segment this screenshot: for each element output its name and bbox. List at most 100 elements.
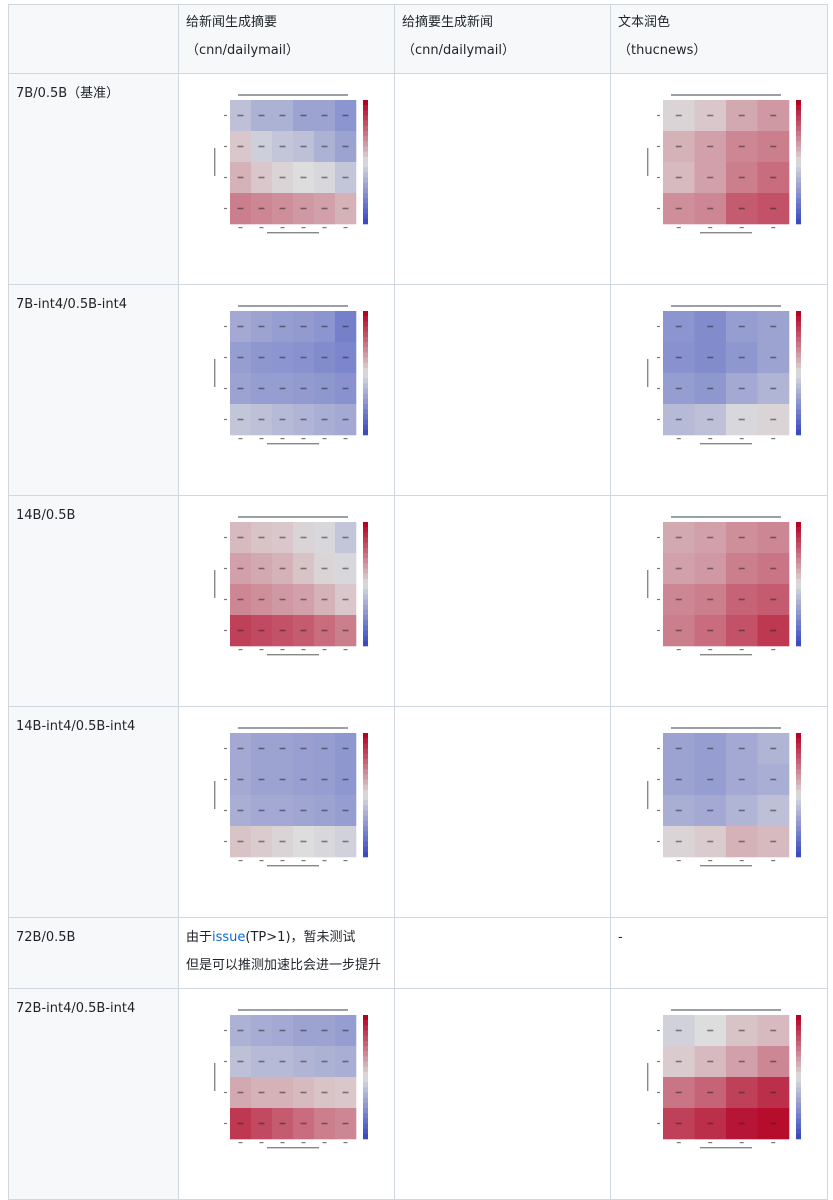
colorbar-segment bbox=[363, 398, 368, 405]
colorbar-segment bbox=[795, 1061, 801, 1067]
colorbar-segment bbox=[363, 378, 368, 384]
heatmap-cell-label bbox=[342, 356, 349, 359]
heatmap-cell-label bbox=[258, 1060, 265, 1063]
colorbar-segment bbox=[363, 1020, 368, 1026]
colorbar-segment bbox=[795, 218, 801, 225]
heatmap-xtick bbox=[343, 649, 348, 651]
heatmap-ytick bbox=[656, 207, 660, 210]
colorbar-segment bbox=[795, 414, 801, 420]
heatmap-cell-label bbox=[258, 1091, 265, 1094]
cell-news-to-summary bbox=[178, 988, 395, 1200]
heatmap-cell-label bbox=[342, 325, 349, 328]
colorbar-segment bbox=[795, 1118, 801, 1124]
heatmap-cell-label bbox=[706, 387, 713, 390]
cell-summary-to-news bbox=[394, 284, 611, 496]
heatmap-image bbox=[646, 305, 801, 445]
colorbar-segment bbox=[795, 584, 801, 590]
colorbar-segment bbox=[795, 779, 801, 785]
colorbar-segment bbox=[795, 1030, 801, 1036]
heatmap-cell-label bbox=[321, 356, 328, 359]
speedup-comparison-table: 给新闻生成摘要 （cnn/dailymail） 给摘要生成新闻 （cnn/dai… bbox=[8, 4, 828, 1200]
colorbar-segment bbox=[363, 1113, 368, 1119]
heatmap-cell-label bbox=[300, 567, 307, 570]
heatmap-cell-label bbox=[769, 1091, 776, 1094]
colorbar-segment bbox=[795, 115, 801, 121]
heatmap-cell-label bbox=[342, 840, 349, 843]
colorbar-segment bbox=[795, 1066, 801, 1073]
heatmap-xtick bbox=[280, 1142, 285, 1144]
colorbar-segment bbox=[363, 604, 368, 611]
heatmap-xlabel bbox=[699, 232, 752, 234]
heatmap-xtick bbox=[676, 227, 681, 229]
heatmap-cell-label bbox=[706, 1091, 713, 1094]
heatmap-cell-label bbox=[258, 809, 265, 812]
header-label: 给摘要生成新闻 bbox=[402, 15, 494, 30]
heatmap-cell-label bbox=[258, 207, 265, 210]
colorbar-segment bbox=[363, 208, 368, 214]
cell-text-polish bbox=[610, 73, 828, 285]
heatmap-cell-label bbox=[300, 840, 307, 843]
colorbar-segment bbox=[363, 764, 368, 770]
colorbar-segment bbox=[795, 151, 801, 158]
comparison-table-wrapper: 给新闻生成摘要 （cnn/dailymail） 给摘要生成新闻 （cnn/dai… bbox=[8, 4, 828, 1200]
heatmap-title-mark bbox=[670, 305, 781, 307]
heatmap-ylabel bbox=[646, 781, 648, 809]
heatmap-cell-label bbox=[738, 1029, 745, 1032]
heatmap-xtick bbox=[301, 227, 306, 229]
cell-text-polish bbox=[610, 495, 828, 707]
heatmap-xtick bbox=[739, 860, 744, 862]
colorbar-segment bbox=[363, 100, 368, 106]
heatmap-cell-label bbox=[321, 778, 328, 781]
heatmap-cell-label bbox=[738, 356, 745, 359]
issue-link[interactable]: issue bbox=[212, 930, 246, 945]
heatmap-cell-label bbox=[237, 145, 244, 148]
heatmap-ytick bbox=[224, 145, 227, 148]
colorbar-segment bbox=[363, 573, 368, 580]
colorbar-segment bbox=[363, 414, 368, 420]
heatmap-cell-label bbox=[769, 840, 776, 843]
heatmap-cell-label bbox=[321, 598, 328, 601]
heatmap-cell-label bbox=[342, 145, 349, 148]
heatmap-xtick bbox=[301, 1142, 306, 1144]
colorbar-segment bbox=[363, 609, 368, 616]
heatmap-cell-label bbox=[342, 1060, 349, 1063]
heatmap-cell-label bbox=[675, 567, 682, 570]
heatmap-cell-label bbox=[279, 1122, 286, 1125]
heatmap-ytick bbox=[224, 778, 227, 781]
colorbar-segment bbox=[795, 532, 801, 538]
colorbar-segment bbox=[363, 120, 368, 127]
heatmap-cell-label bbox=[738, 114, 745, 117]
colorbar-segment bbox=[363, 342, 368, 348]
heatmap-cell-label bbox=[706, 145, 713, 148]
table-row: 14B-int4/0.5B-int4 bbox=[8, 706, 828, 918]
colorbar-segment bbox=[363, 213, 368, 220]
colorbar-segment bbox=[795, 542, 801, 549]
heatmap-title-mark bbox=[670, 516, 781, 518]
heatmap-ytick bbox=[224, 567, 227, 570]
row-label: 72B/0.5B bbox=[8, 917, 179, 989]
heatmap-ytick bbox=[224, 809, 227, 812]
colorbar-segment bbox=[363, 1102, 368, 1109]
row-label: 72B-int4/0.5B-int4 bbox=[8, 988, 179, 1200]
heatmap-ytick bbox=[224, 1122, 227, 1125]
colorbar-segment bbox=[795, 1077, 801, 1083]
colorbar-segment bbox=[795, 769, 801, 775]
colorbar-segment bbox=[795, 836, 801, 842]
heatmap-image bbox=[646, 94, 801, 234]
heatmap-cell-label bbox=[321, 747, 328, 750]
heatmap-cell-label bbox=[706, 1060, 713, 1063]
colorbar-segment bbox=[363, 198, 368, 204]
cell-news-to-summary bbox=[178, 73, 395, 285]
colorbar-segment bbox=[363, 547, 368, 554]
cell-news-to-summary bbox=[178, 495, 395, 707]
heatmap-cell-label bbox=[342, 567, 349, 570]
colorbar-segment bbox=[795, 172, 801, 178]
heatmap-cell-label bbox=[321, 207, 328, 210]
heatmap-ytick bbox=[224, 207, 227, 210]
colorbar-segment bbox=[363, 125, 368, 132]
cell-summary-to-news bbox=[394, 73, 611, 285]
heatmap-cell-label bbox=[237, 840, 244, 843]
colorbar-segment bbox=[363, 733, 368, 739]
heatmap-xtick bbox=[259, 860, 264, 862]
heatmap-cell-label bbox=[237, 1029, 244, 1032]
